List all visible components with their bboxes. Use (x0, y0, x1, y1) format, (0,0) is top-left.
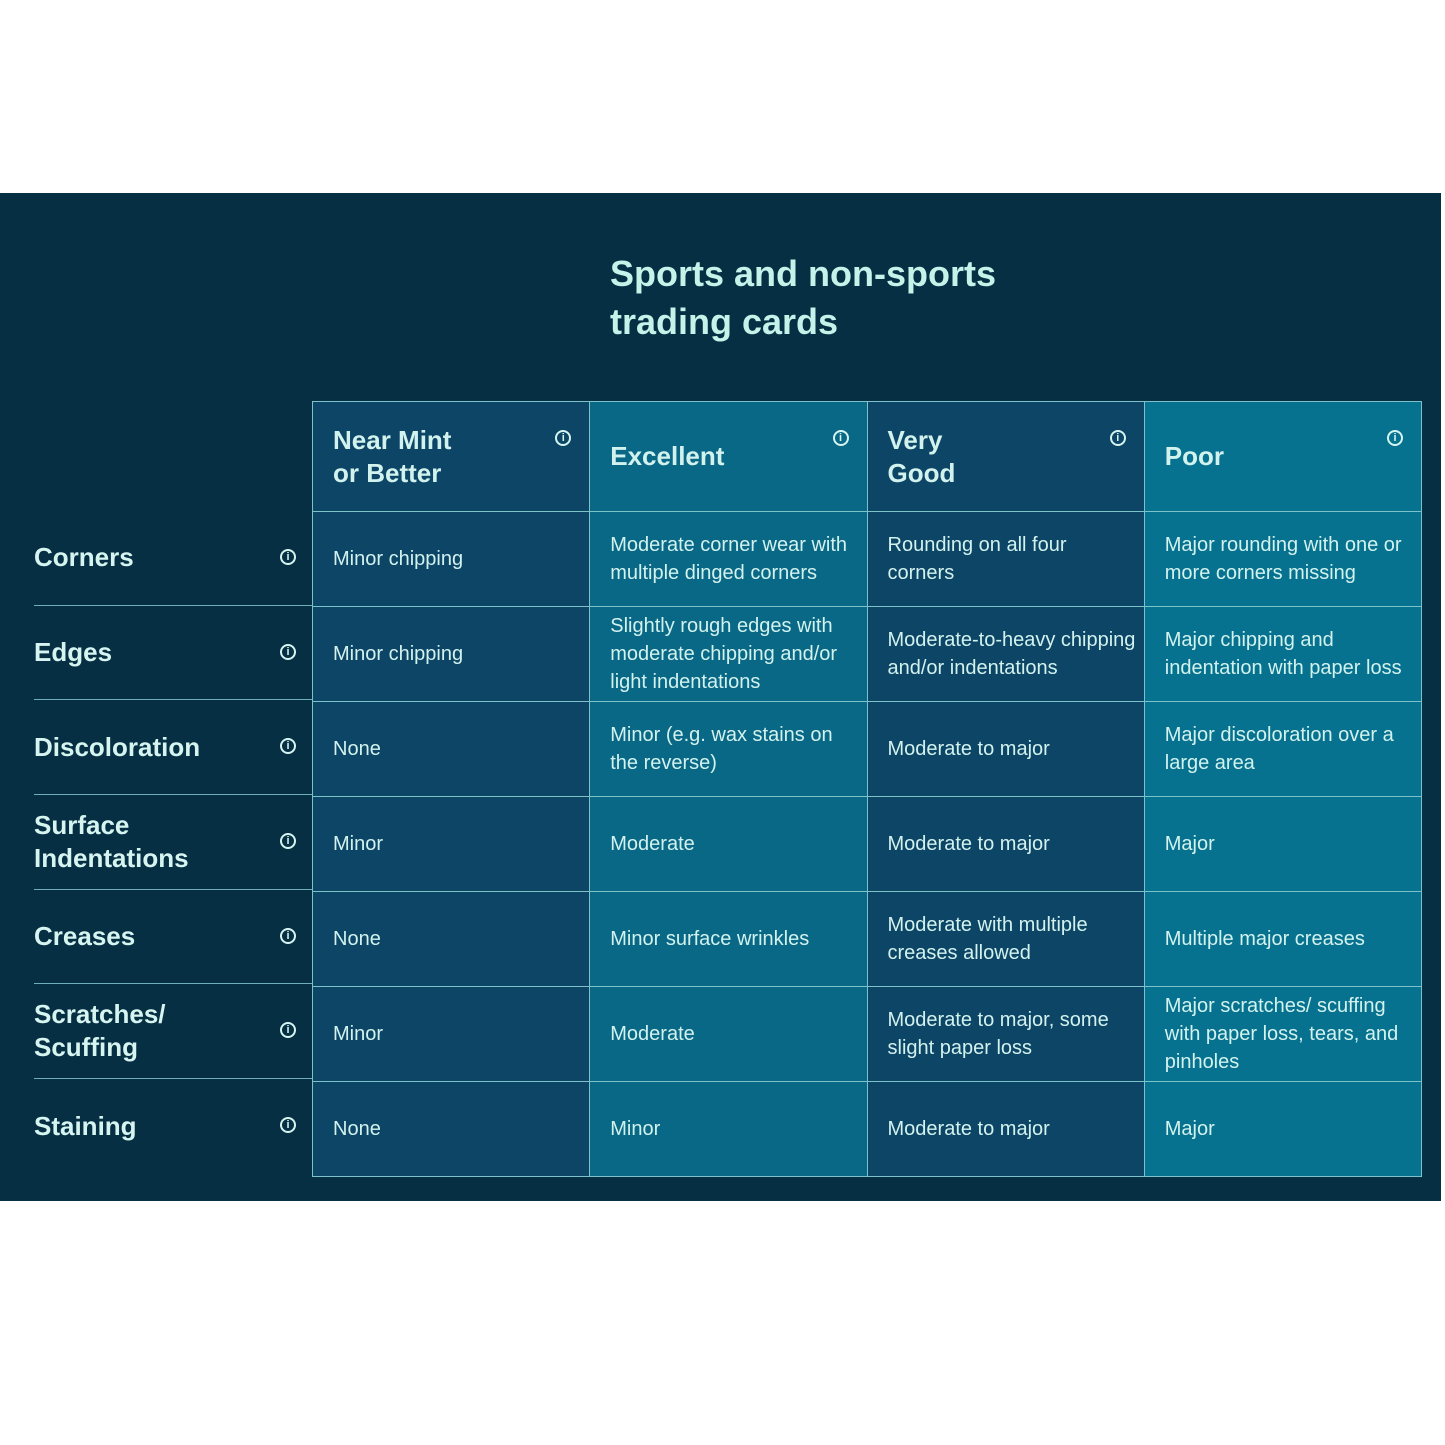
column-header-poor: Poor i (1143, 401, 1423, 512)
table-cell: Minor (311, 986, 591, 1082)
info-icon[interactable]: i (280, 927, 296, 944)
table-cell: Major discoloration over a large area (1143, 701, 1423, 797)
info-icon[interactable]: i (280, 738, 296, 755)
table-cell: Moderate with multiple creases allowed (866, 891, 1145, 987)
info-icon[interactable]: i (280, 549, 296, 565)
column-header-very-good: Very Good i (866, 401, 1145, 512)
row-label-text: Staining (34, 1110, 137, 1141)
table-row: None Minor (e.g. wax stains on the revers… (311, 701, 1423, 797)
row-label-text: Discoloration (34, 731, 201, 762)
table-cell: None (311, 891, 591, 987)
row-label-surface-indentations: Surface Indentations i (34, 795, 312, 890)
info-icon[interactable]: i (280, 833, 296, 850)
row-label-text: Surface Indentations (34, 809, 189, 873)
table-cell: None (311, 1081, 591, 1177)
row-label-text: Corners (34, 542, 134, 573)
table-cell: Slightly rough edges with moderate chipp… (589, 606, 868, 702)
table-cell: Major scratches/ scuffing with paper los… (1143, 986, 1423, 1082)
table-cell: Moderate (589, 796, 868, 892)
table-cell: Minor (e.g. wax stains on the reverse) (589, 701, 868, 797)
table-cell: None (311, 701, 591, 797)
table-cell: Major (1143, 1081, 1423, 1177)
column-header-label: Excellent (610, 441, 725, 471)
row-label-discoloration: Discoloration i (34, 700, 312, 796)
column-header-label: Very Good (887, 424, 956, 488)
info-icon[interactable]: i (1387, 430, 1403, 446)
row-label-creases: Creases i (34, 890, 312, 985)
info-icon[interactable]: i (832, 430, 849, 446)
table-row: None Minor surface wrinkles Moderate with … (311, 891, 1423, 987)
grading-table: Near Mint or Better i Excellent i Very Good i… (311, 401, 1423, 1177)
table-cell: Major chipping and indentation with pape… (1143, 606, 1423, 702)
table-cell: Moderate-to-heavy chipping and/or indent… (866, 606, 1145, 702)
column-header-label: Poor (1164, 441, 1224, 471)
info-icon[interactable]: i (280, 643, 296, 660)
row-label-staining: Staining i (34, 1079, 312, 1174)
table-cell: Moderate to major (866, 1081, 1145, 1177)
info-icon[interactable]: i (280, 1022, 296, 1039)
table-cell: Major (1143, 796, 1423, 892)
row-label-text: Scratches/ Scuffing (34, 999, 166, 1063)
table-row: Minor chipping Slightly rough edges with … (311, 606, 1423, 702)
table-cell: Minor chipping (311, 511, 591, 607)
row-labels: Corners i Edges i Discoloration i Surface Inde… (34, 511, 312, 1174)
row-label-edges: Edges i (34, 606, 312, 701)
table-row: Minor Moderate Moderate to major Major (311, 796, 1423, 892)
column-header-excellent: Excellent i (589, 401, 868, 512)
row-label-corners: Corners i (34, 511, 312, 606)
table-cell: Moderate to major (866, 701, 1145, 797)
info-icon[interactable]: i (555, 430, 572, 446)
table-cell: Major rounding with one or more corners … (1143, 511, 1423, 607)
table-row: Minor Moderate Moderate to major, some sli… (311, 986, 1423, 1082)
info-icon[interactable]: i (280, 1117, 296, 1134)
row-label-text: Edges (34, 637, 113, 668)
table-cell: Minor chipping (311, 606, 591, 702)
table-cell: Minor (311, 796, 591, 892)
page-title: Sports and non-sports trading cards (610, 253, 996, 342)
table-cell: Moderate (589, 986, 868, 1082)
table-row: None Minor Moderate to major Major (311, 1081, 1423, 1177)
row-label-text: Creases (34, 921, 136, 952)
table-cell: Minor surface wrinkles (589, 891, 868, 987)
table-cell: Minor (589, 1081, 868, 1177)
table-cell: Moderate corner wear with multiple dinge… (589, 511, 868, 607)
table-cell: Moderate to major (866, 796, 1145, 892)
table-cell: Moderate to major, some slight paper los… (866, 986, 1145, 1082)
row-label-scratches-scuffing: Scratches/ Scuffing i (34, 984, 312, 1080)
table-cell: Multiple major creases (1143, 891, 1423, 987)
info-icon[interactable]: i (1109, 430, 1126, 446)
column-header-near-mint-or-better: Near Mint or Better i (311, 401, 591, 512)
table-cell: Rounding on all four corners (866, 511, 1145, 607)
table-row: Minor chipping Moderate corner wear with … (311, 511, 1423, 607)
column-header-label: Near Mint or Better (333, 424, 452, 488)
